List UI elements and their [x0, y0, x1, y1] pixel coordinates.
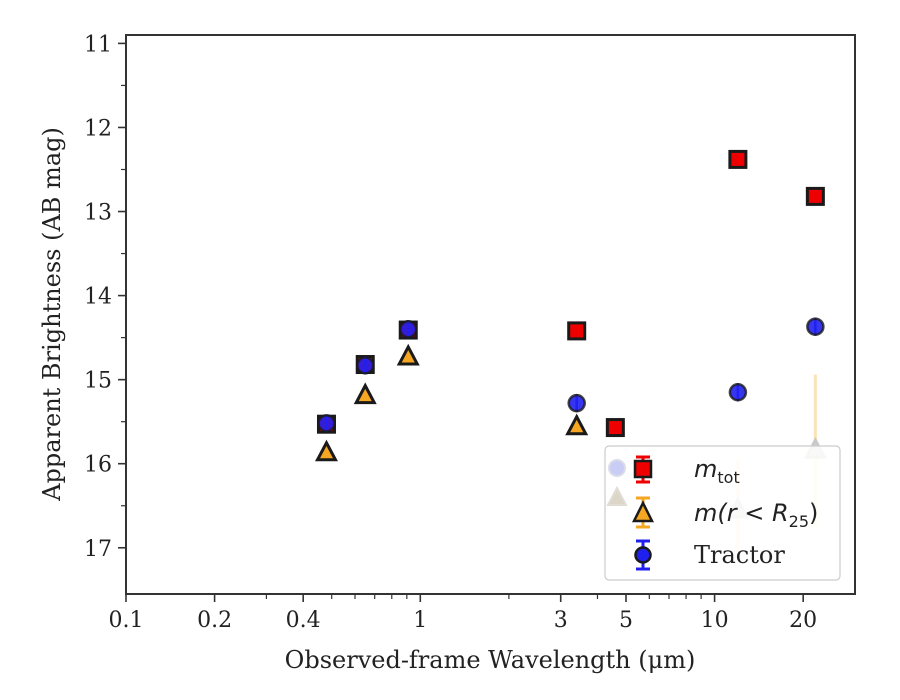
marker-triangle-mr25 [314, 439, 338, 462]
x-tick-label: 10 [701, 608, 729, 633]
svg-text:m(r < R25): m(r < R25) [694, 499, 818, 531]
legend-label-mr25-sub: 25 [789, 512, 809, 531]
svg-text:mtot: mtot [694, 455, 740, 487]
legend-label-mtot-sub: tot [717, 468, 739, 487]
marker-triangle-mr25 [396, 343, 420, 366]
y-tick-label: 17 [84, 537, 112, 562]
y-tick-label: 11 [84, 32, 112, 57]
legend-entry-mr25: m(r < R25) [631, 496, 818, 531]
x-tick-label: 1 [413, 608, 427, 633]
marker-square-mtot [605, 418, 625, 438]
y-tick-label: 14 [84, 285, 112, 310]
marker-circle-tractor [317, 414, 336, 433]
x-tick-label: 5 [619, 608, 633, 633]
legend-label-mr25-end: ) [809, 499, 818, 527]
marker-square-mtot [728, 149, 748, 169]
marker-triangle-mr25 [353, 382, 377, 405]
legend-ghost-triangle [606, 485, 628, 506]
legend: mtot m(r < R25) Tractor [604, 445, 841, 581]
marker-circle-tractor [355, 356, 375, 375]
legend-triangle-marker [631, 500, 655, 523]
legend-entry-tractor: Tractor [634, 539, 785, 571]
y-axis: 11 12 13 14 15 16 17 [84, 32, 126, 562]
marker-square-mtot [567, 321, 587, 341]
legend-label-mtot: m [694, 455, 717, 483]
legend-square-marker [633, 459, 653, 479]
legend-circle-marker [634, 546, 652, 564]
legend-entry-mtot: mtot [633, 455, 740, 487]
x-tick-label: 20 [789, 608, 817, 633]
x-tick-label: 3 [554, 608, 568, 633]
x-axis-label: Observed-frame Wavelength (μm) [285, 646, 696, 674]
legend-ghost-circle [608, 459, 626, 477]
legend-label-mr25: m(r < R [694, 499, 789, 527]
marker-square-mtot [805, 186, 825, 206]
marker-circle-tractor [398, 319, 418, 339]
x-tick-label: 0.1 [109, 608, 144, 633]
y-tick-label: 12 [84, 116, 112, 141]
marker-circle-tractor [728, 383, 748, 402]
marker-triangle-mr25 [565, 413, 589, 436]
y-axis-label: Apparent Brightness (AB mag) [38, 127, 66, 502]
y-tick-label: 13 [84, 201, 112, 226]
legend-box [604, 445, 841, 581]
x-axis: 0.1 0.2 0.4 1 3 5 10 20 [109, 594, 817, 633]
legend-label-tractor: Tractor [694, 541, 785, 569]
y-tick-label: 16 [84, 453, 112, 478]
marker-circle-tractor [806, 317, 825, 336]
x-tick-label: 0.4 [286, 608, 321, 633]
marker-circle-tractor [567, 393, 586, 413]
x-tick-label: 0.2 [197, 608, 232, 633]
y-tick-label: 15 [84, 369, 112, 394]
